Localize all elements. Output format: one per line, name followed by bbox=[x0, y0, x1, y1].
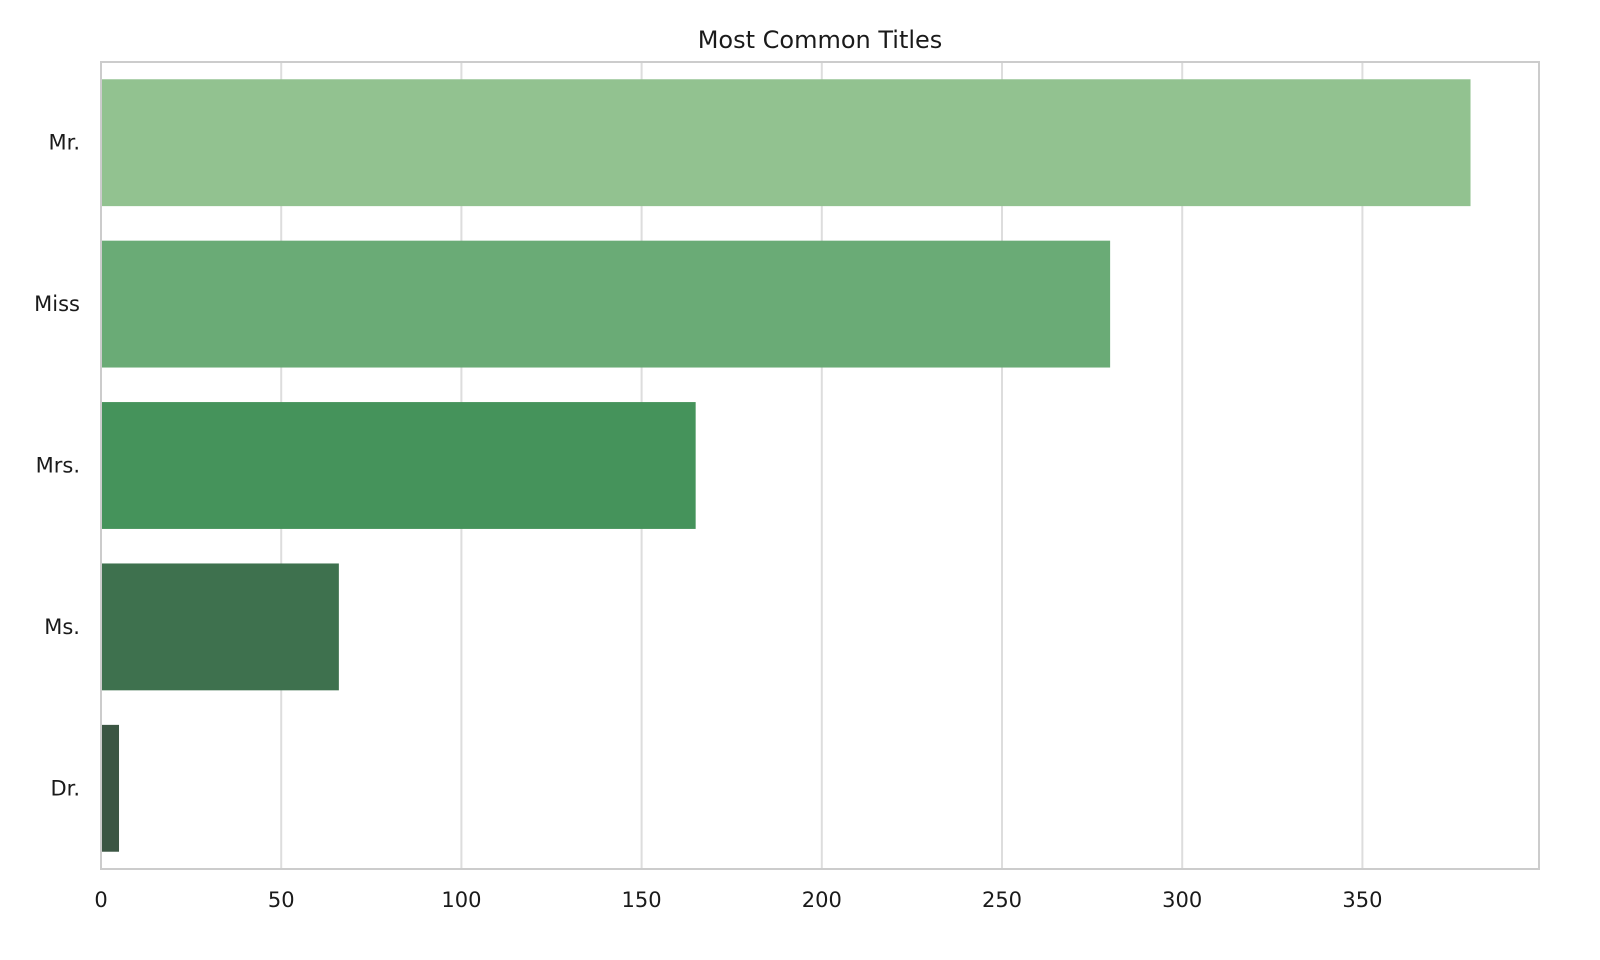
bar-ms bbox=[102, 563, 339, 691]
x-tick-labels: 0 50 100 150 200 250 300 350 bbox=[94, 888, 1382, 912]
x-tick-label: 150 bbox=[622, 888, 662, 912]
y-tick-labels: Mr. Miss Mrs. Ms. Dr. bbox=[34, 131, 80, 801]
x-tick-label: 100 bbox=[441, 888, 481, 912]
x-tick-label: 350 bbox=[1342, 888, 1382, 912]
y-tick-label: Dr. bbox=[50, 776, 80, 800]
bar-mrs bbox=[102, 402, 696, 529]
bar-miss bbox=[102, 240, 1111, 368]
chart-title: Most Common Titles bbox=[698, 26, 943, 54]
bars bbox=[102, 79, 1471, 852]
plot-frame bbox=[100, 61, 1540, 870]
bar-mr bbox=[102, 79, 1471, 207]
x-tick-label: 200 bbox=[802, 888, 842, 912]
x-tick-label: 0 bbox=[94, 888, 107, 912]
x-tick-label: 250 bbox=[982, 888, 1022, 912]
y-tick-label: Mr. bbox=[49, 131, 81, 155]
bar-dr bbox=[102, 724, 120, 852]
y-tick-label: Ms. bbox=[44, 615, 80, 639]
y-tick-label: Mrs. bbox=[36, 454, 80, 478]
y-tick-label: Miss bbox=[34, 292, 80, 316]
x-tick-label: 50 bbox=[268, 888, 295, 912]
x-tick-label: 300 bbox=[1162, 888, 1202, 912]
